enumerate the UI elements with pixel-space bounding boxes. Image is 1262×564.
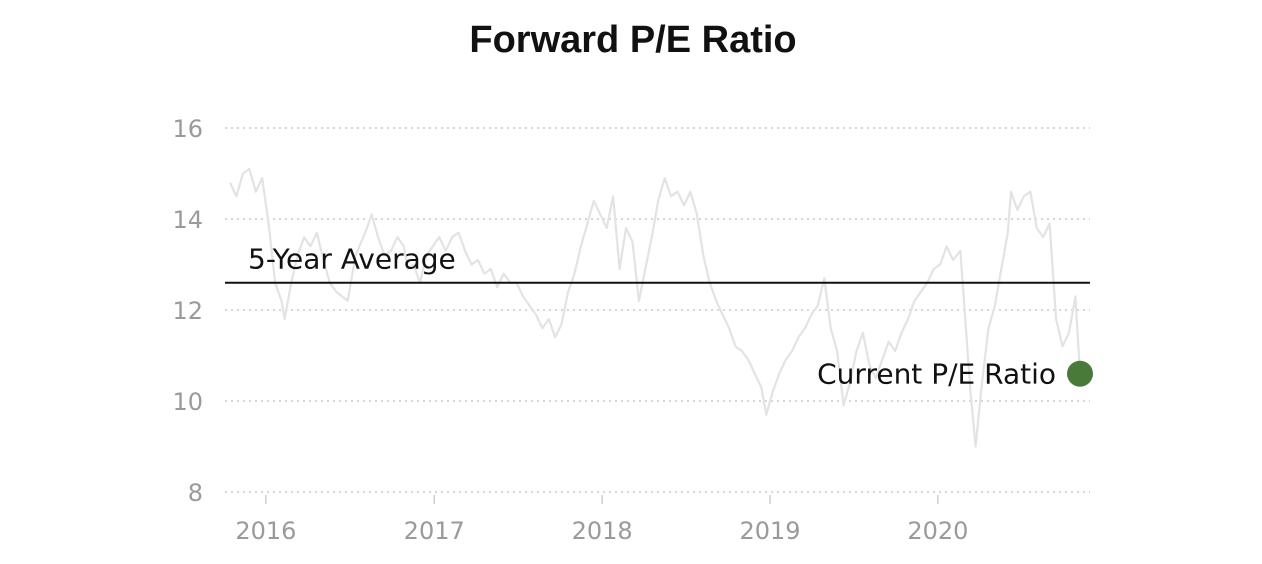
y-tick-label: 12 [172, 297, 203, 325]
x-tick-label: 2017 [404, 517, 465, 545]
x-tick-label: 2019 [739, 517, 800, 545]
pe-ratio-series-line [229, 167, 1082, 448]
x-tick-label: 2018 [572, 517, 633, 545]
chart-title: Forward P/E Ratio [469, 19, 796, 61]
y-tick-label: 16 [172, 115, 203, 143]
x-tick-label: 2020 [907, 517, 968, 545]
current-pe-label: Current P/E Ratio [817, 358, 1056, 391]
series-layer [229, 167, 1082, 448]
annotations: 5-Year Average Current P/E Ratio [225, 243, 1093, 391]
y-tick-label: 8 [188, 479, 203, 507]
y-tick-label: 10 [172, 388, 203, 416]
x-tick-label: 2016 [235, 517, 296, 545]
y-axis-ticks: 16 14 12 10 8 [172, 115, 203, 507]
current-pe-marker [1067, 360, 1093, 387]
x-axis-ticks: 2016 2017 2018 2019 2020 [235, 495, 968, 545]
y-tick-label: 14 [172, 206, 203, 234]
gridlines [225, 127, 1090, 493]
five-year-average-label: 5-Year Average [248, 243, 456, 276]
